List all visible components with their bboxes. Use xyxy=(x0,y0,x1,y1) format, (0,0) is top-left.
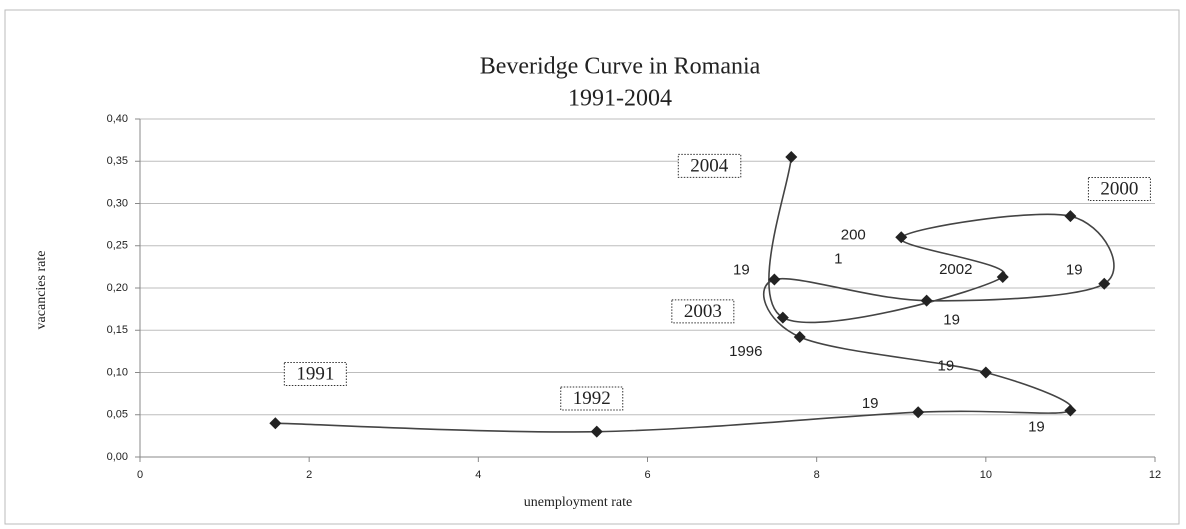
label-box xyxy=(1087,177,1151,202)
point xyxy=(895,231,908,244)
y-tick-label: 0,15 xyxy=(107,324,128,336)
point xyxy=(996,271,1009,284)
point-label: 2000 xyxy=(1100,179,1138,200)
chart-frame xyxy=(4,9,1180,525)
y-tick-label: 0,20 xyxy=(107,282,128,294)
x-axis-label: unemployment rate xyxy=(524,495,632,510)
x-tick-label: 2 xyxy=(306,469,312,481)
point xyxy=(912,406,925,419)
point xyxy=(768,273,781,286)
point xyxy=(920,294,933,307)
x-tick-label: 0 xyxy=(137,469,143,481)
y-tick-label: 0,05 xyxy=(107,409,128,421)
point-label: 1996 xyxy=(729,343,762,360)
point xyxy=(1098,277,1111,290)
point xyxy=(979,366,992,379)
y-tick-label: 0,00 xyxy=(107,451,128,463)
y-tick-label: 0,35 xyxy=(107,155,128,167)
y-tick-label: 0,30 xyxy=(107,197,128,209)
point-label: 1992 xyxy=(573,388,611,409)
point-label: 2004 xyxy=(690,155,729,176)
point xyxy=(1064,210,1077,223)
y-tick-label: 0,40 xyxy=(107,113,128,125)
label-box xyxy=(283,362,347,387)
x-tick-label: 4 xyxy=(475,469,481,481)
point xyxy=(269,417,282,430)
point-label: 2003 xyxy=(684,301,722,322)
y-tick-label: 0,10 xyxy=(107,366,128,378)
point-label: 19 xyxy=(943,312,960,329)
point xyxy=(590,425,603,438)
point-label: 19 xyxy=(1028,418,1045,435)
point-label: 19 xyxy=(862,395,879,412)
x-tick-label: 12 xyxy=(1149,469,1161,481)
point xyxy=(776,311,789,324)
point-label: 19 xyxy=(733,262,750,279)
y-axis-label: vacancies rate xyxy=(34,251,49,330)
point-label: 19 xyxy=(1066,262,1083,279)
point xyxy=(1064,404,1077,417)
point-label: 2002 xyxy=(939,261,972,278)
label-box xyxy=(677,153,742,178)
label-box xyxy=(560,386,624,411)
point-label: 1991 xyxy=(296,364,334,385)
label-box xyxy=(671,299,735,324)
y-tick-label: 0,25 xyxy=(107,240,128,252)
chart-subtitle: 1991-2004 xyxy=(568,86,672,112)
point-label: 200 xyxy=(841,226,866,243)
point xyxy=(785,151,798,164)
point-label: 1 xyxy=(834,250,842,267)
x-tick-label: 6 xyxy=(644,469,650,481)
point-label: 19 xyxy=(937,357,954,374)
x-tick-label: 8 xyxy=(814,469,820,481)
chart-title: Beveridge Curve in Romania xyxy=(480,54,761,80)
x-tick-label: 10 xyxy=(980,469,992,481)
point xyxy=(793,331,806,344)
